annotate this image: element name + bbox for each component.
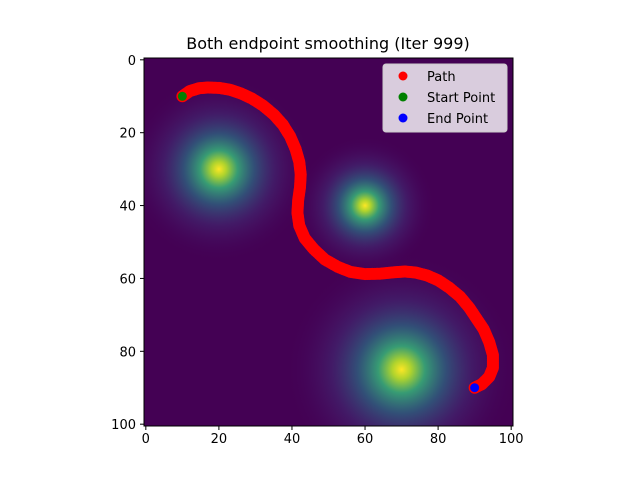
plot-frame — [143, 57, 514, 427]
legend-label-end-point: End Point — [427, 112, 488, 127]
x-tick-label: 40 — [284, 432, 301, 447]
x-tick-label: 100 — [499, 432, 524, 447]
x-axis: 0 20 40 60 80 100 — [142, 426, 524, 447]
y-tick-label: 0 — [128, 54, 136, 69]
y-tick-label: 80 — [119, 345, 136, 360]
heat-source-1 — [294, 135, 436, 276]
legend-label-start-point: Start Point — [427, 91, 495, 106]
x-tick-label: 20 — [211, 432, 228, 447]
x-tick-label: 80 — [430, 432, 447, 447]
legend-box — [382, 63, 508, 133]
y-tick-label: 20 — [119, 127, 136, 142]
y-axis: 0 20 40 60 80 100 — [111, 54, 144, 433]
y-tick-label: 40 — [119, 200, 136, 215]
legend-marker-end-point — [398, 113, 408, 123]
y-tick-label: 100 — [111, 418, 136, 433]
x-tick-label: 60 — [357, 432, 374, 447]
chart-title: Both endpoint smoothing (Iter 999) — [186, 34, 470, 53]
chart-legend: Path Start Point End Point — [382, 63, 508, 133]
start-point-marker — [177, 91, 187, 101]
heat-source-2 — [284, 252, 513, 426]
heat-source-0 — [144, 75, 313, 263]
legend-marker-start-point — [398, 92, 408, 102]
legend-marker-path — [398, 71, 408, 81]
x-tick-label: 0 — [142, 432, 150, 447]
legend-label-path: Path — [427, 70, 456, 85]
end-point-marker — [470, 383, 480, 393]
y-tick-label: 60 — [119, 272, 136, 287]
